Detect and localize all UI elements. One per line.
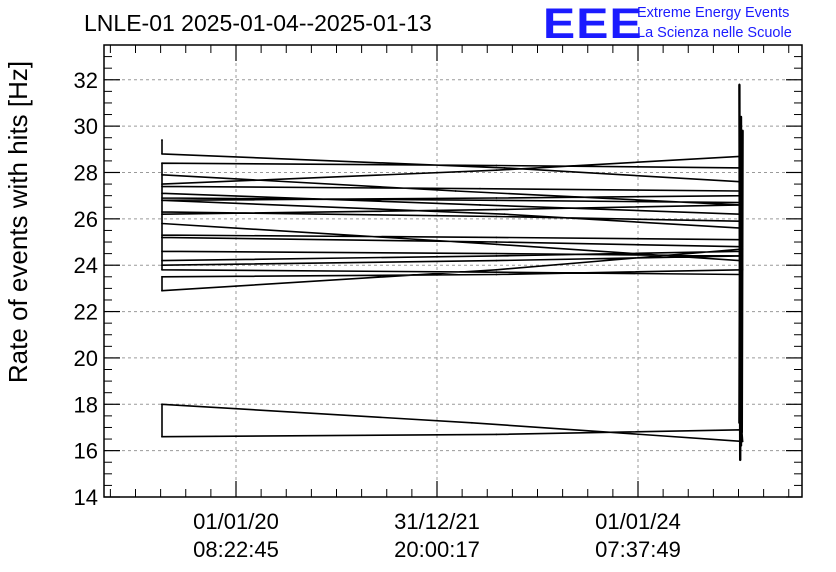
data-point [161,236,163,239]
data-point [479,204,481,206]
data-point [161,211,163,213]
data-point [495,164,498,167]
series-line [161,140,744,292]
page-title: LNLE-01 2025-01-04--2025-01-13 [84,10,432,36]
data-point [495,255,498,257]
data-point [739,143,742,146]
data-point [161,268,163,271]
data-point [471,421,473,424]
data-point [739,459,742,461]
y-tick-label: 28 [74,160,98,185]
y-tick-label: 30 [74,114,98,139]
y-axis-title: Rate of events with hits [Hz] [3,61,33,383]
data-point [495,268,498,271]
data-point [495,197,498,199]
plot-frame [103,44,803,498]
data-point [738,421,741,424]
logo-caption-line1: Extreme Energy Events [637,5,790,21]
y-tick-label: 18 [74,392,98,417]
data-point [454,190,457,192]
x-tick-date-label: 01/01/20 [193,509,279,534]
y-tick-label: 24 [74,253,98,278]
y-tick-label: 26 [74,207,98,232]
data-point [161,289,163,292]
data-point [161,197,163,199]
data-point [495,243,498,246]
data-point [161,250,163,253]
x-tick-time-label: 08:22:45 [193,537,279,562]
data-point [495,271,498,274]
x-tick-time-label: 07:37:49 [595,537,681,562]
data-point [495,273,498,276]
data-point [479,187,481,190]
logo-caption-line2: La Scienza nelle Scuole [637,25,792,41]
data-point [161,264,163,267]
data-point [495,215,498,218]
tick-layer [104,44,802,498]
y-tick-label: 22 [74,300,98,325]
eee-logo: EEE Extreme Energy Events La Scienza nel… [543,2,833,46]
data-point [161,139,163,141]
data-layer [161,83,744,462]
data-point [161,403,163,406]
series-line [738,84,744,462]
data-point [495,252,498,255]
eee-logo-mark: EEE [543,0,643,48]
data-point [495,259,498,262]
data-point [740,431,743,433]
x-tick-date-label: 31/12/21 [394,509,480,534]
data-point [740,116,742,118]
data-point [161,192,163,195]
data-point [161,173,163,176]
data-point [161,199,163,202]
data-point [495,199,498,202]
y-tick-label: 32 [74,68,98,93]
data-point [161,153,163,155]
series-line [161,403,744,443]
data-point [161,183,163,186]
data-point [161,435,163,438]
data-point [161,185,163,188]
data-point [740,445,742,447]
data-point [741,129,744,132]
data-point [495,241,498,243]
data-point [161,275,163,278]
data-point [495,169,498,172]
data-point [495,236,498,239]
x-tick-date-label: 01/01/24 [595,509,681,534]
data-point [161,213,163,216]
data-point [161,259,163,262]
data-point [503,213,506,216]
data-point [495,433,498,436]
data-point [495,208,498,211]
y-tick-label: 20 [74,346,98,371]
data-point [161,222,163,225]
data-point [738,83,741,86]
data-point [161,162,163,165]
data-point [161,234,163,237]
data-point [503,167,506,169]
y-tick-label: 16 [74,439,98,464]
x-tick-time-label: 20:00:17 [394,537,480,562]
y-tick-label: 14 [74,485,98,510]
label-layer: 14 16 18 20 22 24 26 28 30 32 01/01/20 08:22:45 31/1… [74,68,681,562]
